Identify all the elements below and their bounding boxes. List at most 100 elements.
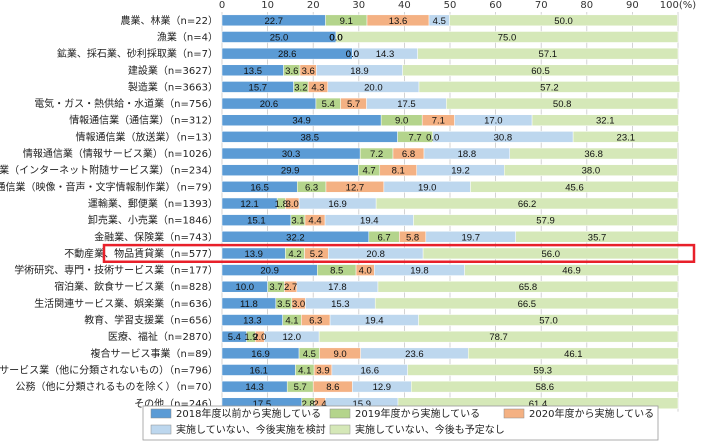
data-label: 14.3 xyxy=(376,49,395,60)
data-label: 9.0 xyxy=(395,116,408,127)
data-label: 6.3 xyxy=(305,182,318,193)
legend-label: 2020年度から実施している xyxy=(529,407,654,420)
legend-frame xyxy=(142,405,659,441)
data-label: 8.6 xyxy=(326,382,339,393)
legend-swatch xyxy=(329,408,351,419)
data-label: 15.1 xyxy=(247,216,266,227)
data-label: 5.7 xyxy=(294,382,307,393)
category-label: 漁業（n=4） xyxy=(157,30,218,43)
data-label: 4.5 xyxy=(303,349,316,360)
data-label: 57.1 xyxy=(539,49,558,60)
data-label: 12.1 xyxy=(240,199,259,210)
data-label: 20.0 xyxy=(364,82,383,93)
data-label: 29.9 xyxy=(281,166,300,177)
bar-segment xyxy=(410,380,679,393)
data-label: 66.5 xyxy=(518,299,537,310)
data-label: 19.7 xyxy=(461,232,480,243)
data-label: 16.6 xyxy=(360,365,379,376)
data-label: 17.8 xyxy=(328,282,347,293)
data-label: 3.1 xyxy=(291,216,304,227)
bar-segment xyxy=(572,131,679,143)
data-label: 57.0 xyxy=(539,316,558,327)
data-label: 18.9 xyxy=(350,66,369,77)
data-label: 2.4 xyxy=(313,399,326,410)
data-label: 13.6 xyxy=(389,16,408,27)
data-label: 32.1 xyxy=(596,116,615,127)
data-label: 0.0 xyxy=(329,32,342,43)
data-label: 46.9 xyxy=(562,266,581,277)
legend-label: 実施していない、今後実施を検討 xyxy=(176,423,326,436)
data-label: 19.4 xyxy=(365,316,384,327)
category-label: 電気・ガス・熱供給・水道業（n=756） xyxy=(34,97,218,110)
data-label: 30.3 xyxy=(282,149,301,160)
data-label: 13.3 xyxy=(243,316,262,327)
legend-swatch xyxy=(503,408,525,419)
data-label: 17.0 xyxy=(484,116,503,127)
data-label: 5.4 xyxy=(228,332,241,343)
legend-label: 2019年度から実施している xyxy=(355,407,480,420)
data-label: 57.2 xyxy=(540,82,559,93)
data-label: 1.8 xyxy=(275,199,288,210)
x-tick-label: 30 xyxy=(352,0,365,11)
data-label: 19.2 xyxy=(451,166,470,177)
data-label: 7.2 xyxy=(370,149,383,160)
bar-segment xyxy=(418,81,681,93)
category-label: 情報通信業（インターネット附随サービス業）（n=234） xyxy=(0,164,218,177)
data-label: 4.1 xyxy=(285,316,298,327)
data-label: 0.0 xyxy=(329,32,342,43)
data-label: 16.9 xyxy=(251,349,270,360)
data-label: 3.7 xyxy=(269,282,282,293)
data-label: 0.0 xyxy=(346,49,359,60)
data-label: 3.0 xyxy=(292,299,305,310)
data-label: 10.0 xyxy=(236,282,255,293)
data-label: 3.6 xyxy=(285,66,298,77)
data-label: 16.1 xyxy=(249,365,268,376)
data-label: 4.4 xyxy=(308,216,321,227)
data-label: 3.0 xyxy=(286,199,299,210)
legend: 2018年度以前から実施している 2019年度から実施している 2020年度から実施… xyxy=(142,405,659,441)
data-label: 15.3 xyxy=(331,299,350,310)
data-label: 36.8 xyxy=(584,149,603,160)
data-label: 9.0 xyxy=(333,349,346,360)
category-label: 卸売業、小売業（n=1846） xyxy=(88,214,218,227)
category-label: 宿泊業、飲食サービス業（n=828） xyxy=(54,280,218,293)
bar-segment xyxy=(417,47,679,60)
data-label: 2.0 xyxy=(253,332,266,343)
data-label: 13.9 xyxy=(244,249,263,260)
data-label: 0.0 xyxy=(426,132,439,143)
bar-segment xyxy=(467,347,679,360)
bar-segment xyxy=(418,314,679,326)
data-label: 17.5 xyxy=(253,399,272,410)
x-tick-label: 60 xyxy=(489,0,502,11)
data-label: 38.5 xyxy=(301,132,320,143)
data-label: 6.7 xyxy=(377,232,390,243)
gridlines xyxy=(221,12,679,412)
bar-segment xyxy=(504,164,678,176)
data-label: 2.7 xyxy=(284,282,297,293)
data-label: 25.0 xyxy=(270,32,289,43)
data-label: 3.6 xyxy=(302,66,315,77)
bar-segment xyxy=(449,14,678,27)
data-label: 6.8 xyxy=(402,149,415,160)
data-label: 61.4 xyxy=(529,399,548,410)
data-label: 6.3 xyxy=(309,316,322,327)
legend-swatch xyxy=(150,408,172,419)
data-label: 66.2 xyxy=(518,199,537,210)
category-label: 公務（他に分類されるものを除く）（n=70） xyxy=(16,380,218,393)
category-label: 医療、福祉（n=2870） xyxy=(108,330,218,343)
category-labels: 農業、林業（n=22） 漁業（n=4） 鉱業、採石業、砂利採取業（n=7） 建設業（n… xyxy=(0,14,218,410)
data-label: 12.0 xyxy=(283,332,302,343)
data-label: 12.7 xyxy=(346,182,365,193)
bars xyxy=(221,14,681,410)
category-label: 金融業、保険業（n=743） xyxy=(94,230,218,243)
bar-segment xyxy=(446,97,679,110)
legend-swatch xyxy=(329,424,351,435)
category-label: 鉱業、採石業、砂利採取業（n=7） xyxy=(57,47,218,60)
data-label: 2.8 xyxy=(302,399,315,410)
data-label: 18.8 xyxy=(458,149,477,160)
data-label: 5.8 xyxy=(406,232,419,243)
category-label: 情報通信業（情報サービス業）（n=1026） xyxy=(23,147,218,160)
data-label: 35.7 xyxy=(588,232,607,243)
category-label: 運輸業、郵便業（n=1393） xyxy=(88,197,218,210)
